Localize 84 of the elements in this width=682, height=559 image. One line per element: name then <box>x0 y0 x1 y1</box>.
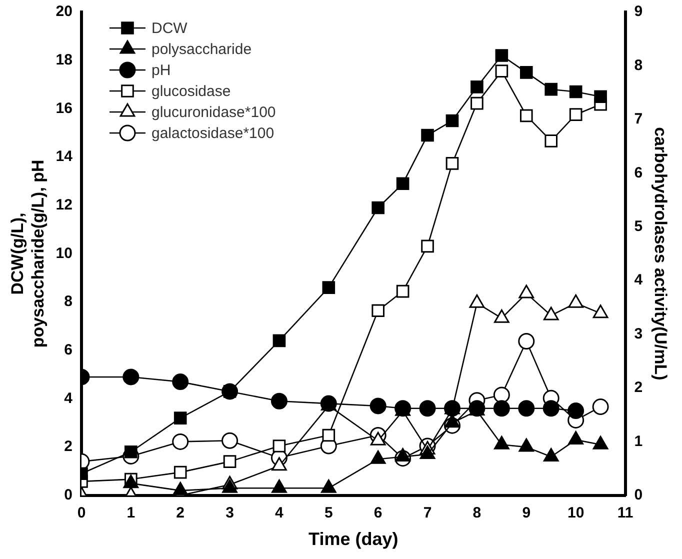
point <box>421 240 434 253</box>
point <box>270 392 288 410</box>
point <box>322 428 336 442</box>
y2-tick-label: 7 <box>634 110 643 128</box>
y2-tick-label: 1 <box>634 432 643 450</box>
legend-label: pH <box>151 62 171 80</box>
y-tick-label: 12 <box>56 196 72 214</box>
y-tick-label: 10 <box>56 244 72 262</box>
point <box>396 284 410 298</box>
x-tick-label: 4 <box>275 504 284 522</box>
x-tick-label: 6 <box>374 504 382 522</box>
point <box>544 134 558 148</box>
x-tick-label: 9 <box>522 504 531 522</box>
y2-tick-label: 8 <box>634 56 643 74</box>
x-tick-label: 3 <box>226 504 234 522</box>
legend-label: DCW <box>151 20 188 38</box>
legend-label: polysaccharide <box>151 41 252 58</box>
y-tick-label: 4 <box>64 390 74 407</box>
point <box>172 374 189 390</box>
point <box>446 157 459 170</box>
point <box>495 49 508 62</box>
point <box>518 400 535 417</box>
y2-tick-label: 0 <box>634 486 643 504</box>
y2-tick-label: 6 <box>634 164 643 182</box>
y-tick-label: 8 <box>64 293 72 310</box>
y-tick-label: 14 <box>56 148 74 166</box>
x-axis-title: Time (day) <box>308 529 398 550</box>
y-tick-label: 6 <box>64 342 72 359</box>
y2-axis-title: carbohydrolases activity(U/mL) <box>651 127 670 380</box>
point <box>495 64 508 78</box>
point <box>419 400 436 417</box>
legend-label: glucosidase <box>151 83 231 100</box>
point <box>372 201 384 214</box>
x-tick-label: 0 <box>77 504 86 522</box>
point <box>322 281 336 294</box>
y2-tick-label: 3 <box>634 325 643 342</box>
point <box>520 66 533 79</box>
x-tick-label: 10 <box>567 504 584 522</box>
point <box>172 433 189 450</box>
y-tick-label: 18 <box>56 51 72 68</box>
point <box>421 128 434 142</box>
point <box>446 114 459 128</box>
point <box>594 90 607 103</box>
y-tick-label: 0 <box>64 486 72 504</box>
point <box>372 304 384 318</box>
point <box>468 400 486 417</box>
x-tick-label: 1 <box>126 504 136 522</box>
point <box>493 386 510 404</box>
point <box>272 334 286 348</box>
point <box>569 108 582 121</box>
y2-tick-label: 2 <box>634 379 643 396</box>
point <box>223 455 236 468</box>
point <box>370 398 386 414</box>
point <box>470 96 484 110</box>
point <box>470 80 484 94</box>
y-tick-label: 2 <box>64 438 72 456</box>
point <box>493 400 510 417</box>
point <box>174 466 187 479</box>
point <box>544 82 558 96</box>
y2-tick-label: 9 <box>634 3 643 20</box>
y2-tick-label: 4 <box>634 272 644 289</box>
point <box>272 440 286 452</box>
legend-label: glucuronidase*100 <box>151 104 276 122</box>
point <box>518 333 535 350</box>
x-tick-label: 7 <box>423 504 432 522</box>
point <box>174 412 187 424</box>
point <box>568 402 584 420</box>
y-tick-label: 20 <box>56 3 72 20</box>
point <box>396 177 410 190</box>
y-tick-label: 16 <box>56 100 72 117</box>
y2-tick-label: 5 <box>634 218 643 235</box>
x-tick-label: 8 <box>472 504 482 522</box>
point <box>569 85 582 98</box>
legend-label: galactosidase*100 <box>151 125 274 142</box>
point <box>592 398 609 416</box>
x-tick-label: 11 <box>617 504 634 522</box>
point <box>520 109 533 122</box>
point <box>542 400 560 417</box>
point <box>444 400 460 417</box>
y-axis-title: DCW(g/L), poysaccharide(g/L), pH <box>8 160 48 348</box>
point <box>122 368 140 386</box>
x-tick-label: 2 <box>176 504 185 522</box>
point <box>222 432 238 449</box>
x-tick-label: 5 <box>324 504 333 522</box>
